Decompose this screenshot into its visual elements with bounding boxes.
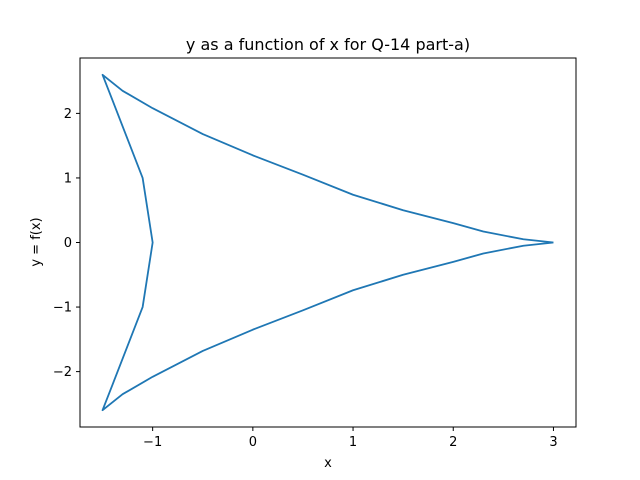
- x-tick-label: 1: [349, 435, 357, 450]
- y-tick-label: 1: [64, 171, 72, 186]
- y-tick-label: −2: [53, 365, 72, 380]
- deltoid-curve-line: [101, 73, 554, 412]
- x-tick-label: −1: [143, 435, 162, 450]
- y-axis-ticks: −2 −1 0 1 2: [53, 107, 80, 380]
- chart-title: y as a function of x for Q-14 part-a): [186, 35, 470, 54]
- y-axis-label: y = f(x): [29, 217, 44, 266]
- x-tick-label: 2: [449, 435, 457, 450]
- x-tick-label: 3: [549, 435, 557, 450]
- y-tick-label: 2: [64, 107, 72, 122]
- x-axis-label: x: [324, 456, 332, 471]
- y-tick-label: −1: [53, 301, 72, 316]
- x-tick-label: 0: [249, 435, 257, 450]
- x-axis-ticks: −1 0 1 2 3: [143, 427, 558, 450]
- y-tick-label: 0: [64, 236, 72, 251]
